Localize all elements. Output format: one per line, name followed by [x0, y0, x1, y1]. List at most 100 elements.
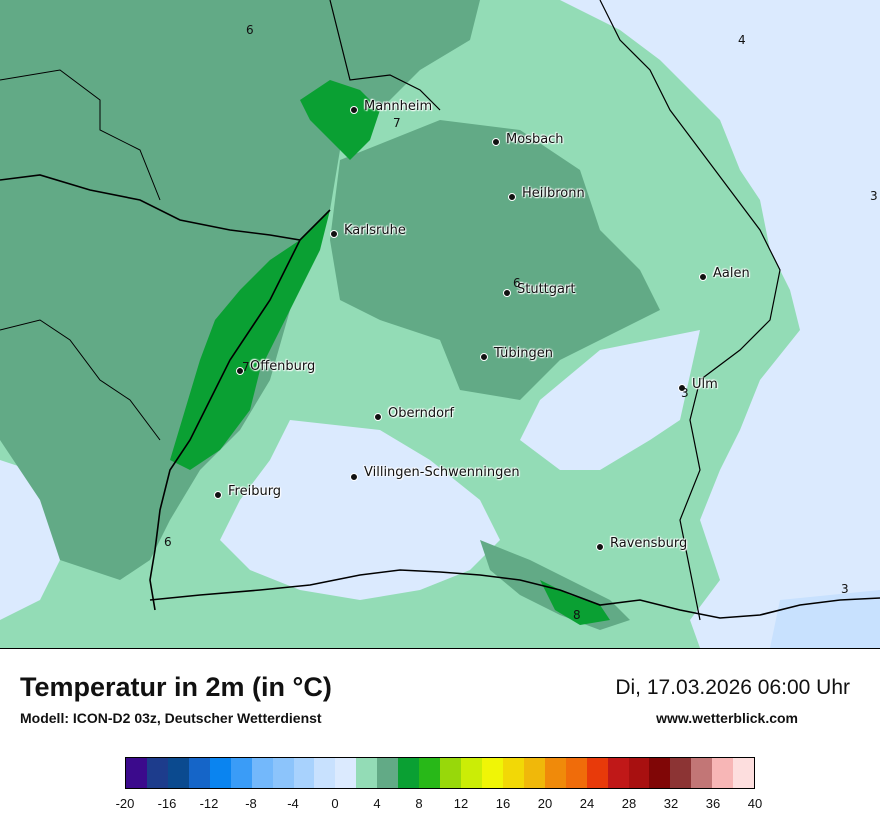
isotherm-label: 8: [573, 608, 581, 622]
city-dot: [374, 413, 382, 421]
legend-swatch: [272, 758, 294, 788]
legend-swatch: [335, 758, 357, 788]
city-dot: [350, 106, 358, 114]
temp-zone-2-4-east: [560, 0, 880, 648]
legend-swatch: [398, 758, 420, 788]
temp-zone-2-4-south: [220, 420, 500, 600]
city-dot: [678, 384, 686, 392]
legend-tick-label: -20: [115, 796, 135, 811]
temp-zone-6-8-center: [330, 120, 660, 400]
legend-swatch: [481, 758, 503, 788]
city-label-karlsruhe: Karlsruhe: [344, 223, 406, 238]
city-label-freiburg: Freiburg: [228, 484, 282, 499]
legend-swatch: [628, 758, 650, 788]
city-dot: [214, 491, 222, 499]
legend-tick-label: 24: [579, 796, 595, 811]
city-label-aalen: Aalen: [713, 266, 750, 281]
legend-tick-label: 28: [621, 796, 637, 811]
map-subtitle: Modell: ICON-D2 03z, Deutscher Wetterdie…: [20, 710, 322, 726]
legend-swatch: [293, 758, 315, 788]
city-label-mannheim: Mannheim: [364, 99, 433, 114]
legend-tick-label: 40: [747, 796, 763, 811]
legend-swatch: [188, 758, 210, 788]
legend-swatch: [691, 758, 713, 788]
city-label-stuttgart: Stuttgart: [517, 282, 576, 297]
city-dot: [480, 353, 488, 361]
legend-swatch: [607, 758, 629, 788]
legend-swatch: [670, 758, 692, 788]
color-legend: [125, 757, 755, 789]
legend-swatch: [126, 758, 147, 788]
city-dot: [492, 138, 500, 146]
legend-tick-label: -8: [245, 796, 257, 811]
border-line-rhine: [149, 239, 301, 611]
legend-swatch: [523, 758, 545, 788]
temp-zone-8-10-mannheim: [300, 80, 380, 160]
map-title: Temperatur in 2m (in °C): [20, 672, 332, 702]
legend-swatch: [419, 758, 441, 788]
isotherm-label: 6: [513, 276, 521, 290]
city-label-mosbach: Mosbach: [506, 132, 564, 147]
city-dot: [236, 367, 244, 375]
isotherm-label: 7: [242, 360, 250, 374]
legend-tick-label: 12: [453, 796, 469, 811]
legend-swatch: [733, 758, 755, 788]
border-line-nw: [329, 0, 441, 111]
legend-swatch: [649, 758, 671, 788]
legend-swatch: [356, 758, 378, 788]
border-line-east: [599, 0, 781, 621]
map-canvas: [0, 0, 880, 648]
legend-swatch: [167, 758, 189, 788]
temp-zone-8-10-lake: [540, 580, 610, 625]
legend-swatch: [565, 758, 587, 788]
legend-swatch: [230, 758, 252, 788]
legend-tick-label: 8: [415, 796, 423, 811]
legend-swatch: [251, 758, 273, 788]
legend-swatch: [502, 758, 524, 788]
border-line-south: [149, 569, 880, 619]
city-label-tuebingen: Tübingen: [494, 346, 553, 361]
legend-tick-label: 20: [537, 796, 553, 811]
legend-swatch: [586, 758, 608, 788]
isotherm-label: 3: [681, 386, 689, 400]
website-label: www.wetterblick.com: [656, 710, 798, 726]
legend-tick-label: -12: [199, 796, 219, 811]
city-dot: [699, 273, 707, 281]
city-label-ravensburg: Ravensburg: [610, 536, 688, 551]
temp-zone-0-2: [770, 590, 880, 648]
legend-swatch: [314, 758, 336, 788]
legend-tick-label: 36: [705, 796, 721, 811]
city-label-ulm: Ulm: [692, 377, 718, 392]
city-label-villingen-schwenningen: Villingen-Schwenningen: [364, 465, 520, 480]
legend-tick-label: 16: [495, 796, 511, 811]
legend-swatch: [544, 758, 566, 788]
isotherm-label: 7: [393, 116, 401, 130]
temp-zone-8-10-rhine: [170, 210, 330, 470]
legend-tick-label: 4: [373, 796, 381, 811]
legend-tick-label: 0: [331, 796, 339, 811]
isotherm-label: 6: [164, 535, 172, 549]
legend-tick-label: 32: [663, 796, 679, 811]
legend-swatch: [440, 758, 461, 788]
legend-swatch: [461, 758, 482, 788]
city-dot: [503, 289, 511, 297]
legend-swatch: [712, 758, 734, 788]
isotherm-label: 4: [738, 33, 746, 47]
legend-swatch: [209, 758, 231, 788]
legend-tick-label: -4: [287, 796, 299, 811]
city-label-offenburg: Offenburg: [250, 359, 316, 374]
legend-tick-label: -16: [157, 796, 177, 811]
temperature-map: Mannheim Mosbach Heilbronn Karlsruhe Stu…: [0, 0, 880, 649]
city-dot: [350, 473, 358, 481]
legend-swatch: [377, 758, 399, 788]
legend-swatch: [146, 758, 168, 788]
city-label-heilbronn: Heilbronn: [522, 186, 585, 201]
forecast-datetime: Di, 17.03.2026 06:00 Uhr: [615, 676, 850, 699]
city-label-oberndorf: Oberndorf: [388, 406, 454, 421]
isotherm-label: 3: [841, 582, 849, 596]
border-line-w2: [0, 69, 161, 201]
isotherm-label: 6: [246, 23, 254, 37]
isotherm-label: 3: [870, 189, 878, 203]
city-dot: [330, 230, 338, 238]
border-line-w1: [0, 319, 161, 441]
